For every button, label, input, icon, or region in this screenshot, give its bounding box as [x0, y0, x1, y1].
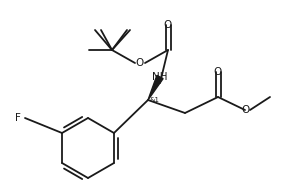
Text: NH: NH	[152, 72, 168, 82]
Text: O: O	[214, 67, 222, 77]
Text: O: O	[241, 105, 249, 115]
Text: O: O	[164, 20, 172, 30]
Text: O: O	[136, 58, 144, 68]
Text: F: F	[15, 113, 21, 123]
Polygon shape	[148, 75, 163, 100]
Text: &1: &1	[150, 97, 160, 103]
